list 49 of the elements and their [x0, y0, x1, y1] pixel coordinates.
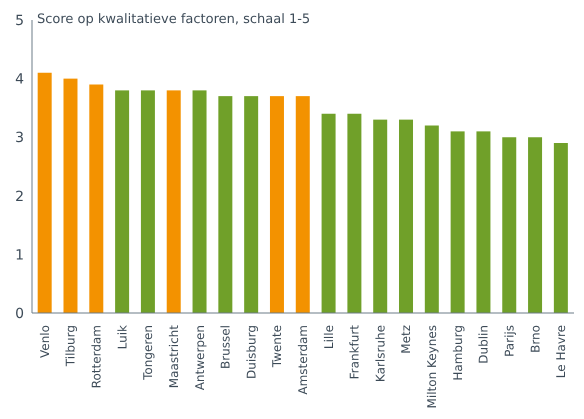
- y-tick-label: 4: [15, 72, 24, 88]
- bar: [528, 137, 542, 313]
- bar: [192, 90, 207, 313]
- x-tick-label: Brno: [528, 325, 542, 353]
- x-tick-label: Rotterdam: [90, 325, 104, 388]
- x-tick-label: Maastricht: [166, 324, 181, 388]
- x-tick-label: Le Havre: [554, 325, 568, 378]
- bar: [373, 120, 388, 313]
- bar: [244, 96, 258, 313]
- x-tick-label: Tongeren: [141, 325, 156, 381]
- bar: [450, 131, 465, 313]
- bar: [424, 125, 439, 313]
- x-tick-label: Dublin: [476, 325, 491, 364]
- bar: [502, 137, 516, 313]
- x-tick-label: Lille: [322, 325, 336, 350]
- bar: [115, 90, 130, 313]
- y-tick-label: 5: [15, 12, 24, 29]
- y-tick-label: 0: [15, 306, 24, 322]
- x-tick-label: Metz: [399, 325, 414, 354]
- x-tick-label: Amsterdam: [296, 325, 310, 395]
- bar: [554, 143, 568, 313]
- bar: [322, 114, 336, 313]
- x-tick-label: Hamburg: [450, 325, 465, 381]
- x-tick-label: Parijs: [502, 325, 516, 357]
- x-tick-label: Karlsruhe: [373, 325, 388, 382]
- bar: [38, 72, 52, 313]
- y-tick-label: 1: [15, 247, 24, 264]
- x-tick-label: Venlo: [38, 325, 52, 358]
- bar: [89, 84, 104, 313]
- chart-title: Score op kwalitatieve factoren, schaal 1-5: [37, 12, 310, 27]
- bar: [270, 96, 284, 313]
- x-tick-label: Duisburg: [244, 325, 258, 379]
- x-tick-label: Luik: [115, 324, 130, 350]
- x-tick-label: Twente: [270, 325, 284, 368]
- bar: [218, 96, 232, 313]
- x-tick-label: Antwerpen: [192, 325, 207, 390]
- bar: [296, 96, 310, 313]
- x-tick-label: Milton Keynes: [425, 325, 440, 408]
- y-tick-label: 3: [15, 130, 24, 146]
- y-tick-label: 2: [15, 188, 24, 205]
- bar: [166, 90, 181, 313]
- bar: [140, 90, 155, 313]
- bar: [476, 131, 490, 313]
- bar: [63, 78, 78, 313]
- bar: [399, 120, 414, 313]
- x-tick-label: Brussel: [218, 325, 233, 369]
- x-tick-label: Frankfurt: [348, 324, 362, 380]
- x-tick-label: Tilburg: [64, 325, 78, 368]
- bar: [347, 114, 362, 313]
